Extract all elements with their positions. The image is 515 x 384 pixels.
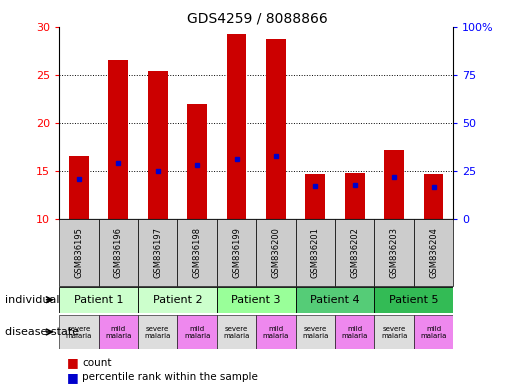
Text: GSM836204: GSM836204 [429, 227, 438, 278]
Text: GSM836195: GSM836195 [75, 227, 83, 278]
Bar [69, 157, 89, 219]
Text: severe
malaria: severe malaria [381, 326, 407, 339]
Text: GSM836200: GSM836200 [271, 227, 280, 278]
Bar [138, 219, 177, 286]
Text: mild
malaria: mild malaria [184, 326, 210, 339]
Bar [266, 40, 286, 219]
Bar [374, 219, 414, 286]
Text: severe
malaria: severe malaria [66, 326, 92, 339]
Text: count: count [82, 358, 112, 368]
Bar [217, 287, 296, 313]
Bar [296, 219, 335, 286]
Text: Patient 1: Patient 1 [74, 295, 124, 305]
Bar [177, 315, 217, 349]
Bar [109, 60, 128, 219]
Bar [384, 150, 404, 219]
Bar [99, 219, 138, 286]
Text: GSM836202: GSM836202 [350, 227, 359, 278]
Bar [414, 315, 453, 349]
Bar [345, 173, 365, 219]
Text: Patient 4: Patient 4 [310, 295, 360, 305]
Text: GSM836198: GSM836198 [193, 227, 201, 278]
Text: Patient 5: Patient 5 [389, 295, 439, 305]
Text: GSM836197: GSM836197 [153, 227, 162, 278]
Bar [59, 315, 99, 349]
Text: percentile rank within the sample: percentile rank within the sample [82, 372, 259, 382]
Bar [148, 71, 167, 219]
Text: GSM836199: GSM836199 [232, 227, 241, 278]
Text: individual: individual [5, 295, 60, 305]
Bar [374, 315, 414, 349]
Bar [256, 315, 296, 349]
Bar [99, 315, 138, 349]
Text: mild
malaria: mild malaria [420, 326, 447, 339]
Text: GSM836201: GSM836201 [311, 227, 320, 278]
Bar [59, 219, 99, 286]
Bar [177, 219, 217, 286]
Text: GDS4259 / 8088866: GDS4259 / 8088866 [187, 12, 328, 25]
Text: severe
malaria: severe malaria [145, 326, 171, 339]
Text: severe
malaria: severe malaria [224, 326, 250, 339]
Bar [256, 219, 296, 286]
Bar [59, 287, 138, 313]
Bar [138, 315, 177, 349]
Text: disease state: disease state [5, 327, 79, 337]
Text: mild
malaria: mild malaria [341, 326, 368, 339]
Bar [414, 219, 453, 286]
Bar [217, 315, 256, 349]
Text: ■: ■ [67, 356, 79, 369]
Bar [217, 219, 256, 286]
Text: Patient 2: Patient 2 [152, 295, 202, 305]
Text: GSM836196: GSM836196 [114, 227, 123, 278]
Text: ■: ■ [67, 371, 79, 384]
Bar [335, 315, 374, 349]
Text: Patient 3: Patient 3 [231, 295, 281, 305]
Bar [424, 174, 443, 219]
Text: mild
malaria: mild malaria [263, 326, 289, 339]
Bar [305, 174, 325, 219]
Text: severe
malaria: severe malaria [302, 326, 329, 339]
Bar [335, 219, 374, 286]
Bar [138, 287, 217, 313]
Bar [187, 104, 207, 219]
Text: GSM836203: GSM836203 [390, 227, 399, 278]
Bar [227, 33, 246, 219]
Bar [296, 287, 374, 313]
Bar [296, 315, 335, 349]
Bar [374, 287, 453, 313]
Text: mild
malaria: mild malaria [105, 326, 131, 339]
